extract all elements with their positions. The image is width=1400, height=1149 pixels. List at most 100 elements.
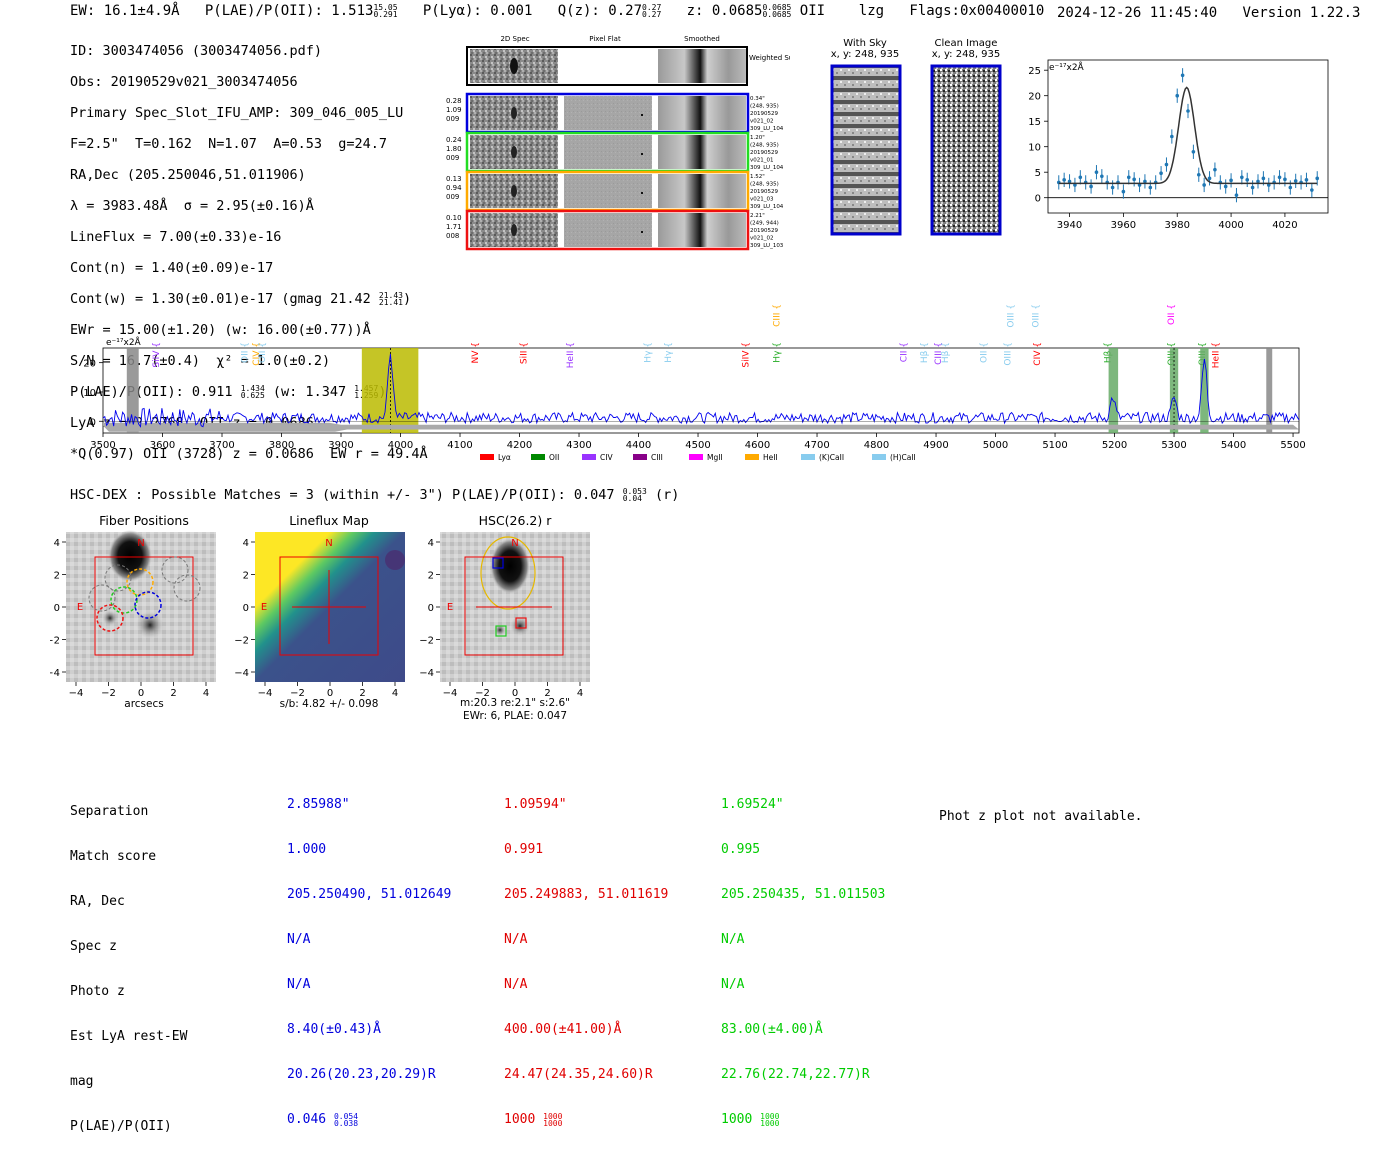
photz-note: Phot z plot not available. bbox=[939, 809, 1143, 824]
spectrum-regions bbox=[126, 348, 1273, 433]
legend-label: CIII bbox=[651, 453, 663, 462]
legend-swatch bbox=[689, 454, 703, 460]
info-contn: Cont(n) = 1.40(±0.09)e-17 bbox=[70, 259, 274, 276]
col3-score: 0.995 bbox=[721, 842, 761, 857]
spec-row-right-label: 20190529 bbox=[750, 111, 778, 117]
fit-data-point bbox=[1143, 179, 1147, 184]
header-timestamp: 2024-12-26 11:45:40 bbox=[1057, 5, 1218, 21]
header-z-line: OII bbox=[799, 3, 826, 19]
fit-data-point bbox=[1148, 185, 1153, 190]
spectrum-line-label: HeII { bbox=[566, 342, 576, 368]
hsc-xtick-label: −4 bbox=[258, 688, 273, 699]
spec-row-left-label: 1.80 bbox=[446, 145, 462, 153]
spectrum-line-label: CIII { bbox=[934, 342, 944, 365]
fit-data-point bbox=[1170, 134, 1174, 139]
spectrum-highlight-region bbox=[361, 348, 419, 433]
spectrum-xtick-label: 4300 bbox=[566, 440, 591, 451]
spectrum-line-label: OIII { bbox=[1031, 304, 1041, 328]
label-specz: Spec z bbox=[70, 939, 117, 954]
hsc-xtick-label: 4 bbox=[203, 688, 209, 699]
fit-data-point bbox=[1202, 183, 1206, 187]
lineflux-map-panel: N E s/b: 4.82 +/- 0.098 bbox=[255, 532, 405, 710]
hsc-xtick-label: 4 bbox=[392, 688, 398, 699]
spec-row-2d-blob bbox=[511, 107, 517, 119]
fit-data-point bbox=[1277, 175, 1282, 180]
spectrum-line-label: CIV { bbox=[252, 342, 262, 366]
spec-row-flat bbox=[564, 135, 652, 169]
info-id: ID: 3003474056 (3003474056.pdf) bbox=[70, 42, 322, 59]
col2-plae: 1000 bbox=[504, 1112, 536, 1127]
spec-row-smoothed bbox=[658, 213, 746, 247]
spectrum-xtick-label: 4800 bbox=[864, 440, 889, 451]
spectrum-xtick-label: 4500 bbox=[685, 440, 710, 451]
spec-row-right-label: 309_LU_103 bbox=[750, 243, 784, 249]
spec-row-left-label: 0.13 bbox=[446, 175, 462, 183]
legend-label: OII bbox=[549, 453, 559, 462]
col3-radec: 205.250435, 51.011503 bbox=[721, 887, 886, 902]
spec-row-right-label: (248, 935) bbox=[750, 104, 779, 110]
hsc-xtick-label: 2 bbox=[544, 688, 550, 699]
header-version: Version 1.22.3 bbox=[1242, 5, 1361, 21]
spectrum-line-label: Hγ { bbox=[664, 342, 674, 363]
legend-swatch bbox=[582, 454, 596, 460]
spectrum-xtick-label: 4700 bbox=[804, 440, 829, 451]
hsc-ytick-label: −2 bbox=[50, 636, 60, 647]
label-radec: RA, Dec bbox=[70, 894, 125, 909]
spec2d-title-flat: Pixel Flat bbox=[589, 35, 621, 43]
spec-row-flat-dot bbox=[641, 192, 643, 194]
legend-swatch bbox=[633, 454, 647, 460]
legend-swatch bbox=[531, 454, 545, 460]
legend-label: HeII bbox=[763, 453, 778, 462]
fit-xtick-label: 3960 bbox=[1111, 220, 1136, 231]
spec-row-right-label: 20190529 bbox=[750, 228, 778, 234]
spec-row-flat-dot bbox=[641, 231, 643, 233]
spectrum-xtick-label: 3900 bbox=[328, 440, 353, 451]
fit-data-point bbox=[1196, 172, 1201, 177]
fit-ytick-label: 10 bbox=[1028, 143, 1041, 154]
col3-plae-hi: 1000 bbox=[760, 1111, 780, 1121]
spec-row-left-label: 0.94 bbox=[446, 184, 462, 192]
spectrum-line-label: OIII { bbox=[1006, 304, 1016, 328]
spectrum-line-label: OII { bbox=[1167, 304, 1177, 325]
fit-xtick-label: 3940 bbox=[1057, 220, 1082, 231]
col1-separation: 2.85988" bbox=[287, 797, 350, 812]
fit-ytick-label: 25 bbox=[1028, 66, 1041, 77]
fit-data-point bbox=[1310, 188, 1314, 192]
spec-row-flat bbox=[564, 96, 652, 130]
hsc-title-end: (r) bbox=[654, 487, 680, 503]
header-z: z: 0.0685 bbox=[686, 3, 763, 19]
fit-data-point bbox=[1315, 176, 1320, 181]
spectrum-xtick-label: 5200 bbox=[1102, 440, 1127, 451]
panel2-east: E bbox=[261, 602, 267, 613]
fit-xtick-label: 4020 bbox=[1272, 220, 1297, 231]
hsc-xtick-label: −4 bbox=[443, 688, 458, 699]
hsc-ytick-label: 0 bbox=[243, 603, 249, 614]
hsc-panels: Fiber Positions Lineflux Map HSC(26.2) r… bbox=[50, 513, 590, 722]
info-radec: RA,Dec (205.250046,51.011906) bbox=[70, 166, 306, 183]
header-ew: EW: 16.1±4.9Å bbox=[70, 3, 180, 19]
fit-plot-marks bbox=[1056, 68, 1320, 203]
spectrum-line-label: Hβ { bbox=[941, 342, 951, 363]
fit-data-point bbox=[1159, 171, 1163, 176]
spec-row-right-label: 20190529 bbox=[750, 150, 778, 156]
panel3-north: N bbox=[511, 538, 518, 549]
col1-plae-lo: 0.038 bbox=[333, 1118, 359, 1128]
info-contw-text: Cont(w) = 1.30(±0.01)e-17 (gmag 21.42 bbox=[70, 290, 371, 307]
spec-row-right-label: v021_03 bbox=[750, 197, 774, 203]
fit-data-point bbox=[1110, 185, 1115, 190]
spectrum-flux-series bbox=[102, 354, 1300, 428]
spectrum-xtick-label: 5400 bbox=[1221, 440, 1246, 451]
spec-row-2d-blob bbox=[511, 146, 517, 158]
header-z-lo: 0.0685 bbox=[762, 10, 792, 19]
fit-model-curve bbox=[1058, 86, 1318, 185]
fit-plot-frame bbox=[1047, 59, 1329, 214]
panel1-title: Fiber Positions bbox=[99, 513, 189, 528]
header-qz-hi: 0.27 bbox=[642, 3, 662, 12]
spectrum-ylabel: e⁻¹⁷x2Å bbox=[106, 336, 142, 348]
col1-plae: 0.046 bbox=[287, 1112, 327, 1127]
col1-ew: 8.40(±0.43)Å bbox=[287, 1022, 381, 1037]
fit-data-point bbox=[1213, 167, 1217, 172]
spec-row-flat bbox=[564, 213, 652, 247]
panel1-xlabel: arcsecs bbox=[124, 698, 163, 710]
spectrum-xtick-label: 4100 bbox=[447, 440, 472, 451]
